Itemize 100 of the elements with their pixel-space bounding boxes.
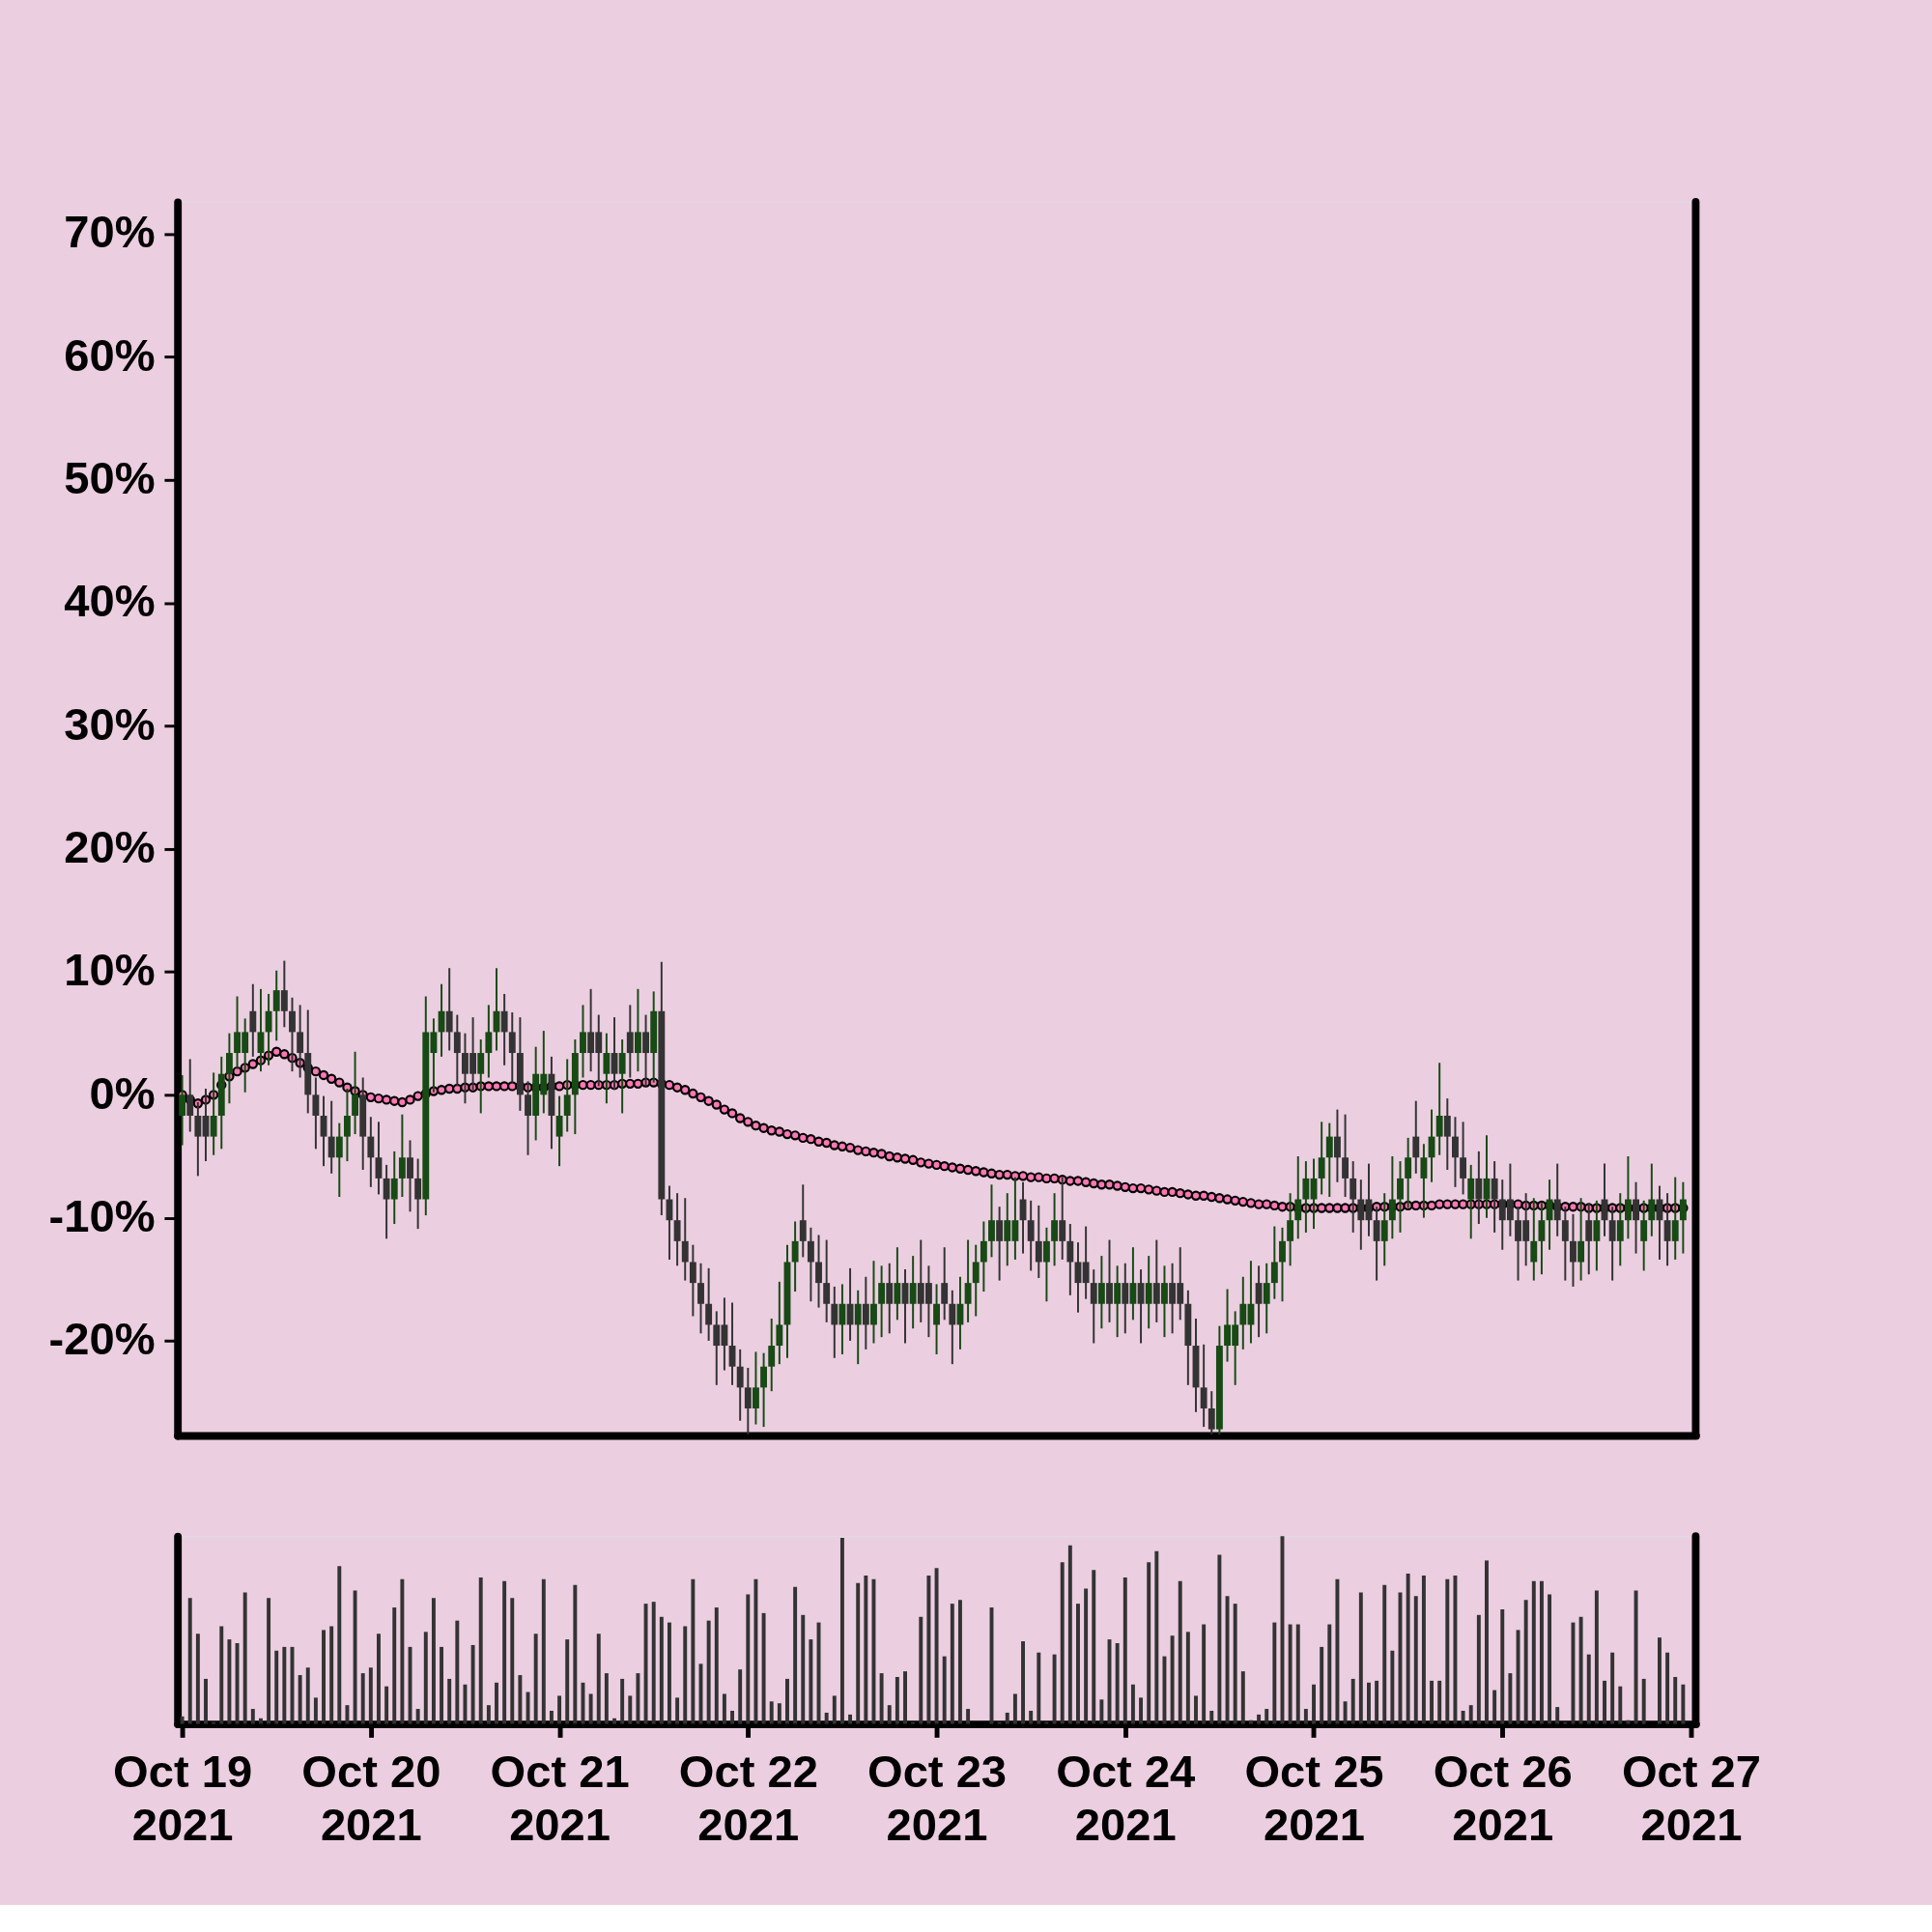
- bar: [1492, 1690, 1497, 1724]
- bar: [345, 1705, 350, 1724]
- bar: [604, 1673, 609, 1724]
- bar: [1139, 1697, 1144, 1724]
- bar: [1548, 1594, 1552, 1724]
- candlestick: [705, 1266, 713, 1342]
- bar: [722, 1693, 726, 1724]
- candlestick: [1435, 1062, 1443, 1156]
- candlestick: [1570, 1212, 1577, 1288]
- candlestick: [555, 1094, 563, 1168]
- bar: [1555, 1707, 1560, 1724]
- bar: [1248, 1719, 1253, 1724]
- candlestick: [823, 1238, 831, 1323]
- bar: [1257, 1714, 1262, 1724]
- bar: [1084, 1588, 1089, 1724]
- bar: [1012, 1693, 1017, 1724]
- bar: [1099, 1699, 1104, 1724]
- bar: [801, 1614, 806, 1724]
- bar: [1233, 1604, 1237, 1724]
- candlestick: [815, 1234, 822, 1309]
- candlestick: [838, 1283, 846, 1355]
- bar: [518, 1675, 523, 1724]
- bar: [887, 1705, 892, 1724]
- candlestick: [634, 987, 641, 1073]
- bar: [1375, 1680, 1379, 1724]
- bar: [384, 1686, 389, 1724]
- bar: [1445, 1578, 1450, 1724]
- bar: [777, 1703, 781, 1724]
- bar: [1052, 1654, 1057, 1724]
- candlestick: [736, 1348, 744, 1422]
- bar: [1603, 1680, 1606, 1724]
- y-tick-label: 10%: [64, 944, 156, 996]
- bar: [1320, 1646, 1324, 1724]
- candlestick: [1106, 1238, 1113, 1323]
- y-tick-label: 0%: [89, 1066, 156, 1119]
- bar: [1272, 1622, 1277, 1724]
- bar: [573, 1584, 578, 1724]
- candlestick: [972, 1243, 980, 1318]
- bar: [187, 1598, 192, 1724]
- bar: [250, 1709, 255, 1724]
- bar: [1665, 1652, 1670, 1724]
- bar: [895, 1677, 899, 1724]
- bar: [431, 1598, 436, 1724]
- bar: [903, 1671, 907, 1724]
- bar: [809, 1639, 813, 1724]
- bar: [368, 1667, 373, 1724]
- candlestick: [870, 1260, 877, 1345]
- bar: [447, 1678, 452, 1724]
- bar: [746, 1594, 751, 1724]
- bar: [267, 1598, 271, 1724]
- bar: [1390, 1650, 1395, 1724]
- candlestick: [485, 1004, 493, 1079]
- bar: [1610, 1652, 1615, 1724]
- bar: [1076, 1604, 1080, 1724]
- bar: [1461, 1711, 1465, 1724]
- bar: [495, 1682, 498, 1724]
- bar: [305, 1667, 310, 1724]
- bar: [195, 1634, 200, 1724]
- candlestick: [272, 969, 280, 1042]
- bar: [864, 1575, 868, 1724]
- candlestick: [909, 1255, 917, 1330]
- bar: [588, 1693, 593, 1724]
- candlestick: [949, 1289, 956, 1366]
- candlestick: [1200, 1343, 1208, 1429]
- bar: [730, 1711, 735, 1724]
- candlestick: [1097, 1255, 1105, 1330]
- bar: [440, 1646, 444, 1724]
- bar: [1209, 1711, 1214, 1724]
- bar: [1586, 1654, 1591, 1724]
- bar: [1626, 1719, 1631, 1724]
- bar: [1634, 1590, 1638, 1724]
- bar: [1657, 1637, 1662, 1724]
- y-tick-label: 20%: [64, 820, 156, 872]
- bar: [1500, 1608, 1505, 1724]
- bar: [1681, 1684, 1686, 1724]
- bar: [463, 1684, 468, 1724]
- bar: [329, 1626, 334, 1724]
- candlestick: [894, 1246, 901, 1321]
- candlestick: [753, 1350, 759, 1426]
- x-tick-label: Oct 26 2021: [1433, 1745, 1573, 1850]
- bar: [1382, 1584, 1387, 1724]
- candlestick: [1460, 1121, 1467, 1196]
- candlestick: [941, 1246, 949, 1321]
- candlestick: [414, 1157, 422, 1231]
- bar: [919, 1616, 923, 1724]
- candlestick: [996, 1206, 1004, 1282]
- bar: [832, 1695, 837, 1724]
- candlestick: [689, 1243, 696, 1318]
- y-tick-label: 50%: [64, 451, 156, 503]
- bar: [423, 1632, 428, 1724]
- candlestick: [980, 1220, 987, 1293]
- y-tick-label: -20%: [48, 1313, 156, 1365]
- candlestick: [964, 1238, 972, 1323]
- bar: [1453, 1575, 1458, 1724]
- bar: [620, 1678, 625, 1724]
- candlestick: [398, 1113, 406, 1198]
- bar: [761, 1612, 766, 1724]
- bar: [706, 1620, 711, 1724]
- x-tick-label: Oct 19 2021: [113, 1745, 253, 1850]
- bar: [1154, 1550, 1159, 1724]
